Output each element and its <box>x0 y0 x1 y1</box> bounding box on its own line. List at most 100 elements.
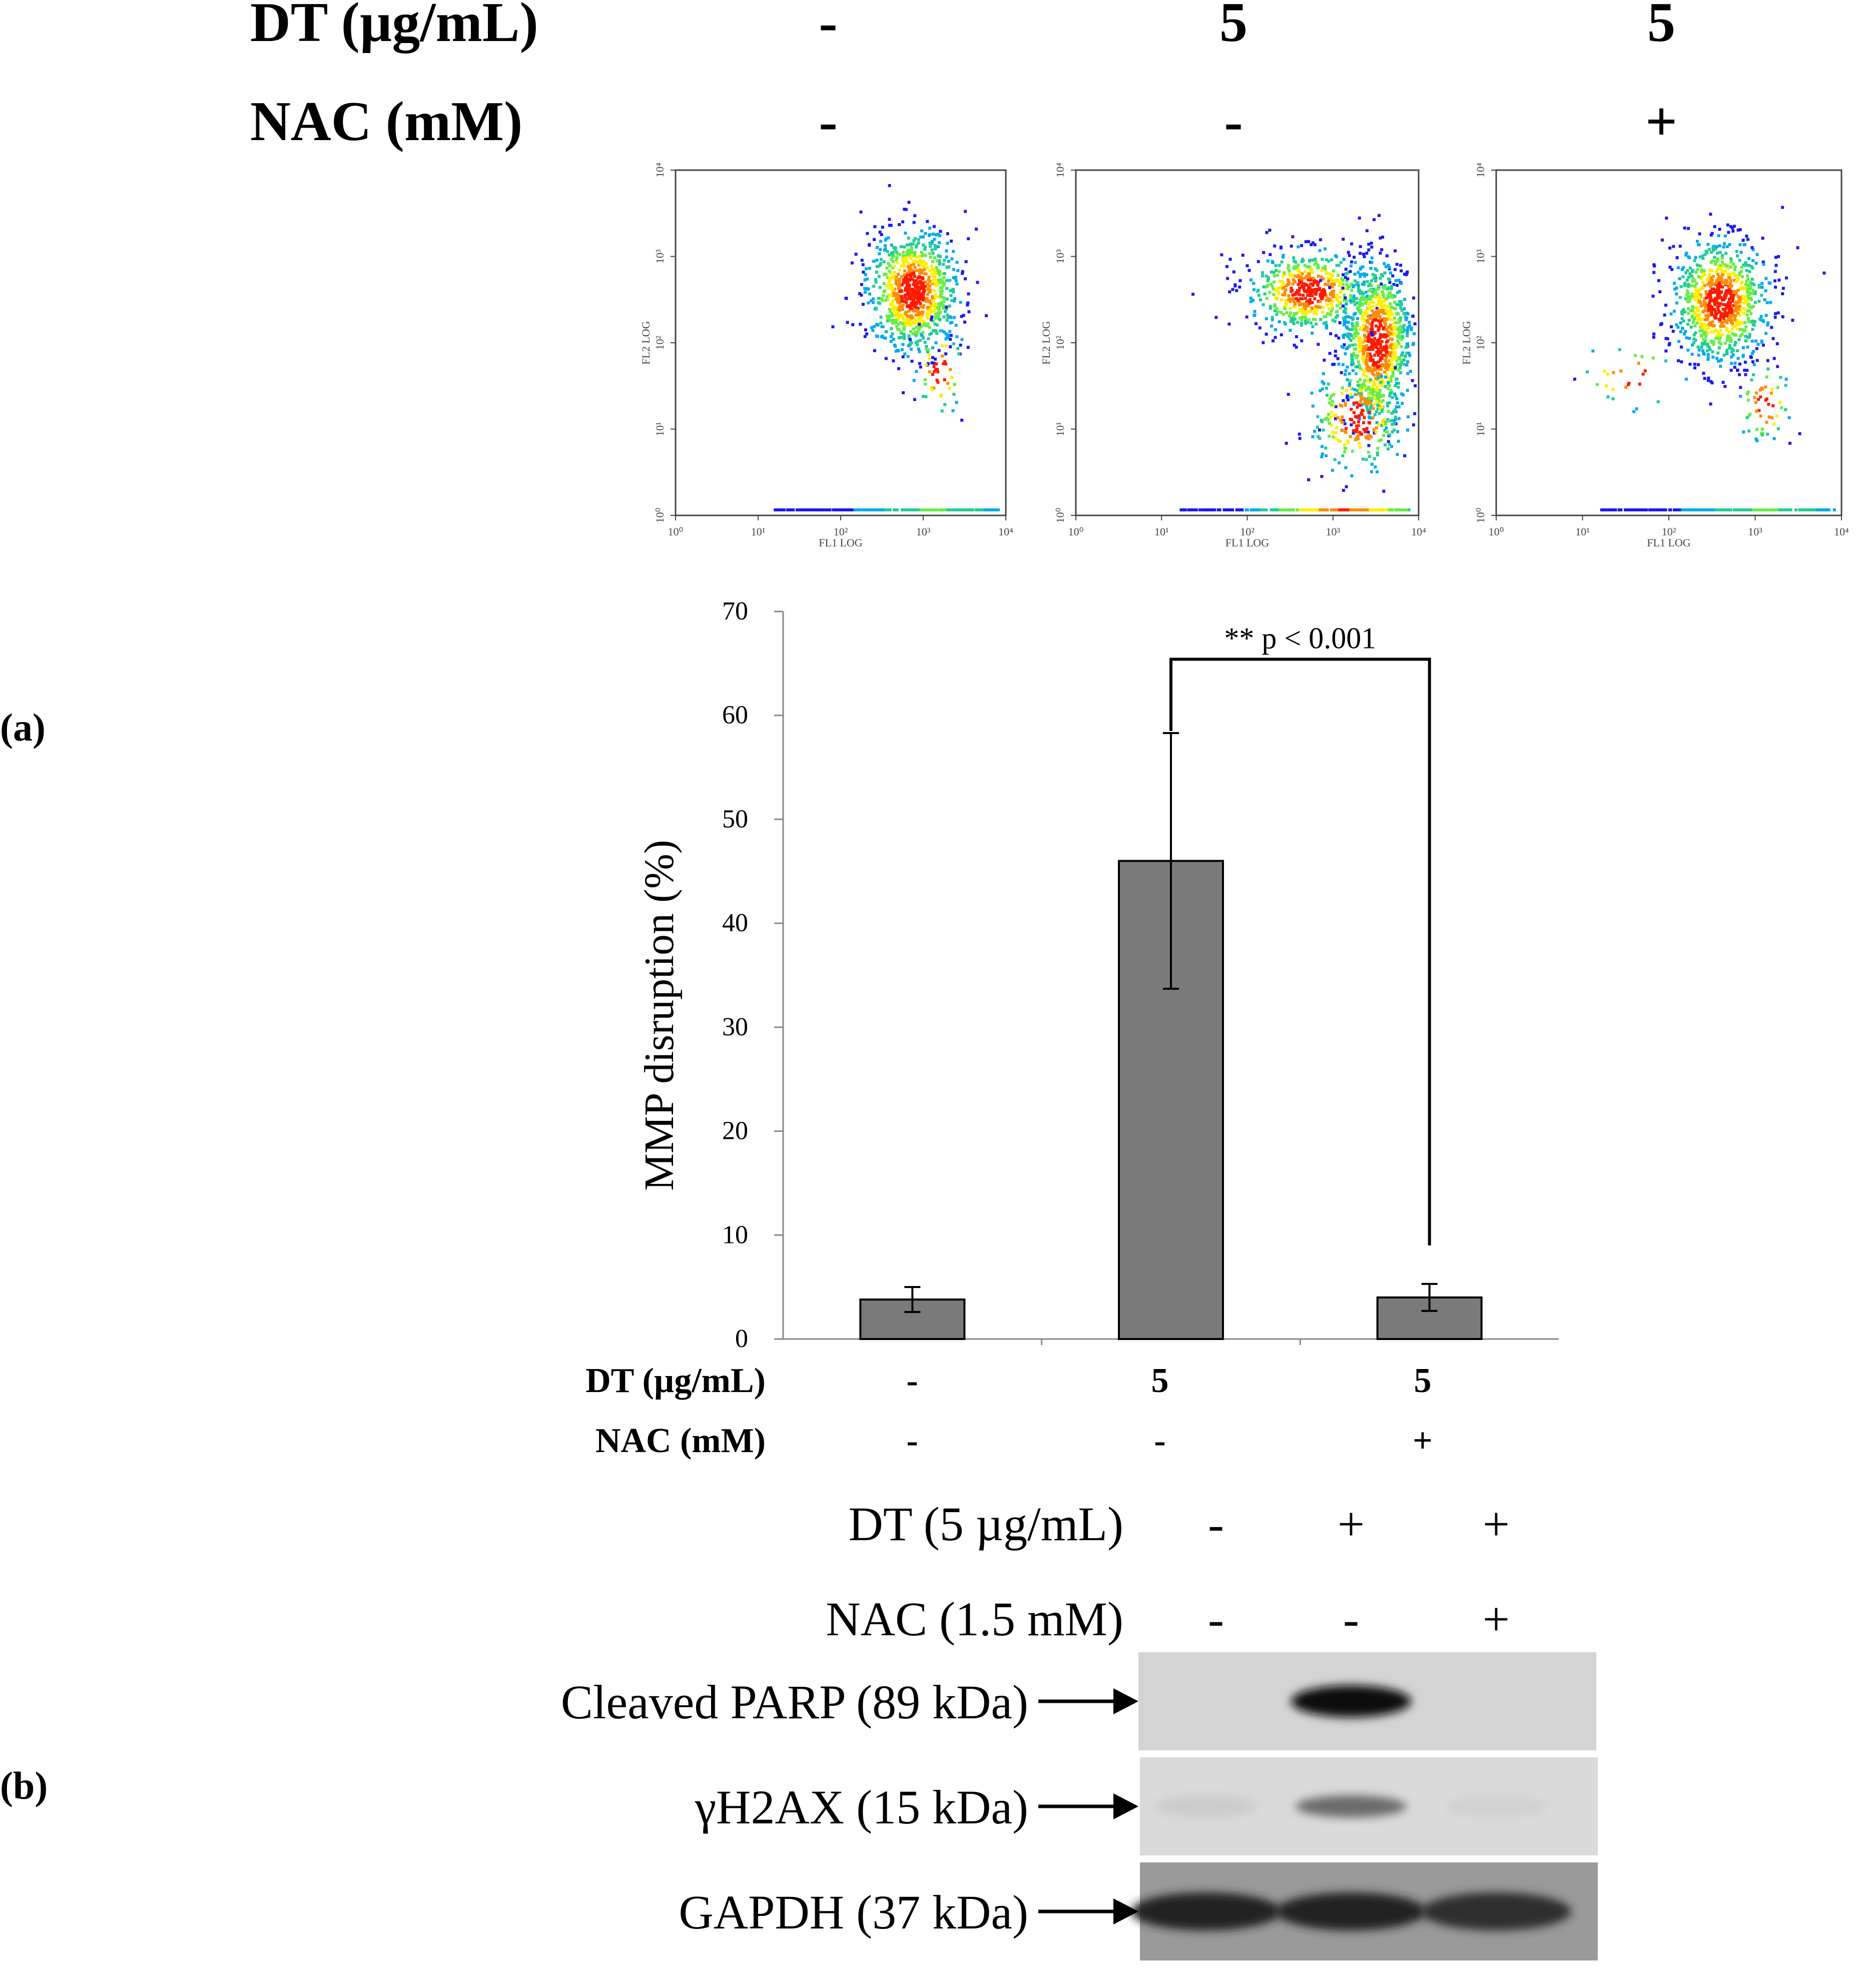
flow-y-tick-label: 10³ <box>1474 249 1487 264</box>
flow-dot <box>1331 468 1334 472</box>
flow-dot <box>1671 330 1675 333</box>
flow-dot <box>907 268 911 271</box>
flow-dot <box>1721 321 1724 325</box>
flow-dot <box>1701 329 1704 332</box>
flow-dot <box>1377 302 1381 306</box>
flow-dot <box>1708 306 1712 309</box>
flow-dot <box>873 349 876 352</box>
flow-dot <box>1688 256 1691 259</box>
flow-dot <box>1750 306 1753 309</box>
flow-dot <box>1345 389 1348 392</box>
flow-dot <box>1728 292 1732 295</box>
flow-dot <box>1385 362 1389 366</box>
flow-dot <box>1372 388 1375 392</box>
flow-dot <box>1382 295 1386 299</box>
flow-dot <box>1327 272 1331 276</box>
flow-dot <box>1721 273 1724 277</box>
flow-dot <box>1372 363 1375 367</box>
flow-baseline-dot <box>1209 508 1213 511</box>
flow-dot <box>1293 312 1296 315</box>
flow-dot <box>1344 352 1347 356</box>
flow-dot <box>1320 297 1323 300</box>
flow-dot <box>1711 246 1715 250</box>
flow-baseline-dot <box>1725 508 1728 511</box>
flow-baseline-dot <box>1816 508 1820 511</box>
flow-dot <box>1367 248 1371 252</box>
flow-dot <box>888 293 892 297</box>
flow-dot <box>914 334 918 337</box>
flow-dot <box>1390 285 1394 288</box>
flow-dot <box>1295 266 1298 270</box>
flow-dot <box>1349 417 1352 421</box>
flow-baseline-dot <box>1807 508 1811 511</box>
flow-dot <box>1359 252 1362 255</box>
flow-dot <box>1709 380 1713 383</box>
flow-dot <box>1372 312 1376 315</box>
flow-dot <box>1700 268 1704 272</box>
flow-dot <box>886 284 889 287</box>
flow-dot <box>900 305 904 308</box>
flow-dot <box>1767 415 1771 419</box>
flow-dot <box>1354 415 1357 418</box>
flow-dot <box>1316 425 1319 429</box>
flow-dot <box>1728 336 1731 340</box>
flow-dot <box>930 318 933 321</box>
flow-dot <box>932 309 936 312</box>
flow-dot <box>1712 245 1715 248</box>
flow-dot <box>1313 279 1316 282</box>
flow-baseline-dot <box>832 508 835 511</box>
flow-dot <box>898 305 901 309</box>
flow-dot <box>1737 305 1741 309</box>
flow-dot <box>871 329 875 332</box>
flow-dot <box>1303 290 1307 293</box>
flow-dot <box>1377 214 1381 217</box>
flow-dot <box>1740 321 1744 325</box>
flow-dot <box>1729 257 1733 261</box>
flow-dot <box>1724 270 1727 273</box>
flow-dot <box>1227 322 1231 326</box>
flow-dot <box>1358 342 1362 346</box>
flow-dot <box>910 359 914 363</box>
flow-dot <box>1393 295 1397 298</box>
flow-dot <box>1729 317 1733 321</box>
flow-dot <box>1367 306 1370 309</box>
flow-dot <box>1297 289 1301 293</box>
flow-dot <box>1708 294 1712 297</box>
flow-dot <box>889 272 892 276</box>
flow-dot <box>1737 338 1741 341</box>
flow-dot <box>1611 388 1615 391</box>
flow-dot <box>1247 269 1251 272</box>
flow-dot <box>1718 318 1721 322</box>
flow-dot <box>935 266 938 269</box>
flow-dot <box>1397 312 1400 316</box>
flow-dot <box>1283 291 1287 294</box>
flow-baseline-dot <box>868 508 872 511</box>
flow-dot <box>1403 298 1407 301</box>
flow-dot <box>1731 262 1735 266</box>
flow-dot <box>1350 289 1354 292</box>
flow-dot <box>930 268 934 272</box>
flow-dot <box>1715 245 1718 249</box>
flow-dot <box>1359 345 1362 348</box>
flow-dot <box>867 287 870 291</box>
flow-dot <box>1687 300 1691 303</box>
flow-dot <box>906 293 910 296</box>
flow-dot <box>1337 336 1341 340</box>
flow-dot <box>923 272 927 276</box>
flow-dot <box>914 255 918 259</box>
flow-dot <box>1369 296 1372 300</box>
flow-dot <box>903 289 907 292</box>
flow-dot <box>1386 401 1390 405</box>
flow-dot <box>1715 334 1719 338</box>
flow-dot <box>1377 395 1381 399</box>
flow-baseline-dot <box>1360 508 1364 511</box>
flow-dot <box>1377 287 1381 291</box>
flow-dot <box>1707 313 1710 317</box>
flow-dot <box>1324 247 1327 251</box>
flow-dot <box>926 322 930 326</box>
flow-dot <box>936 245 940 249</box>
flow-dot <box>1344 402 1347 405</box>
flow-dot <box>922 260 926 264</box>
flow-dot <box>898 302 902 305</box>
flow-dot <box>900 275 903 278</box>
